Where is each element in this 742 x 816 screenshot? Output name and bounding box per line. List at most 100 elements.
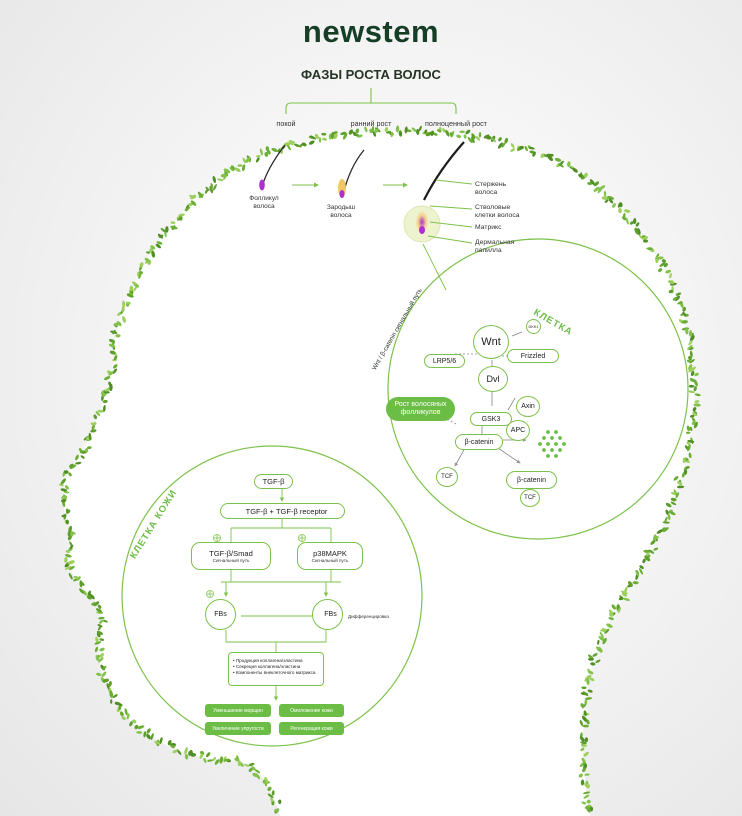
leaf [321, 132, 327, 136]
leaf [459, 130, 466, 134]
leaf [675, 492, 680, 498]
leaf [664, 516, 668, 522]
leaf [688, 390, 695, 394]
smad-sublabel: Сигнальный путь [212, 558, 250, 563]
node-apc: APC [506, 420, 530, 441]
leaf [682, 457, 686, 464]
leaf [84, 448, 89, 453]
bcatenin-dot [546, 442, 550, 446]
phase-label-early: ранний рост [350, 119, 392, 128]
leaf [184, 747, 188, 755]
leaf [68, 547, 73, 552]
leaf [144, 257, 151, 263]
leaf [670, 501, 677, 506]
leaf [498, 137, 502, 142]
leaf [688, 340, 693, 346]
leaf [584, 737, 589, 743]
leaf [582, 791, 591, 795]
leaf [608, 617, 615, 620]
leaf [96, 630, 104, 635]
leaf [687, 439, 695, 443]
leaf [203, 757, 207, 763]
leaf [321, 137, 328, 141]
leaf [108, 681, 112, 687]
node-wnt: Wnt [473, 325, 509, 359]
leaf [692, 411, 698, 416]
leaf [686, 359, 692, 363]
leaf [693, 421, 698, 429]
leaf [131, 281, 138, 285]
leaf [217, 178, 224, 182]
leaf [61, 514, 67, 518]
leaf [102, 619, 108, 623]
leaf [146, 728, 151, 734]
leaf [68, 472, 72, 477]
leaf [687, 444, 691, 452]
leaf [102, 399, 108, 404]
leaf [667, 513, 671, 521]
benefit-elasticity: Увеличение упругости [205, 722, 271, 735]
bcatenin-dot [558, 436, 562, 440]
leaf [60, 478, 67, 485]
leaf [170, 221, 176, 224]
leaf [682, 306, 686, 312]
leaf [95, 411, 101, 416]
leaf [510, 148, 516, 152]
leaf [136, 271, 140, 277]
leaf [199, 753, 204, 759]
leaf [483, 134, 490, 139]
leaf [108, 381, 112, 387]
leaf [601, 196, 609, 200]
leaf [204, 189, 209, 194]
leaf [589, 179, 595, 186]
leaf [61, 495, 68, 499]
leaf [583, 794, 590, 799]
leaf [209, 185, 214, 194]
leaf [586, 799, 591, 804]
leaf [301, 142, 307, 147]
leaf [355, 128, 360, 134]
effect-item: • Компоненты внеклеточного матрикса [233, 670, 316, 675]
leaf [69, 464, 77, 469]
hair-cell-circle [387, 238, 689, 540]
leaf [519, 145, 524, 150]
leaf [644, 555, 651, 562]
leaf [398, 130, 403, 137]
leaf [612, 203, 616, 208]
node-gsk3: GSK3 [470, 412, 512, 426]
leaf [648, 549, 655, 554]
leaf [212, 175, 217, 184]
benefit-rejuvenation: Омоложение кожи [279, 704, 344, 717]
leaf [102, 678, 110, 683]
hair-phase-2 [338, 149, 365, 198]
leaf [188, 751, 191, 756]
leaf [686, 425, 691, 432]
leaf [88, 432, 92, 441]
leaf [230, 165, 235, 170]
leaf [688, 384, 695, 388]
leaf [661, 259, 666, 264]
leaf [278, 799, 282, 804]
leaf [558, 163, 564, 168]
leaf [264, 151, 269, 157]
leaf [579, 736, 585, 742]
leaf [582, 703, 587, 709]
leaf [639, 565, 644, 570]
leaf [68, 572, 73, 580]
leaf [248, 762, 255, 767]
bcatenin-dot [558, 448, 562, 452]
leaf [164, 231, 167, 238]
leaf [99, 647, 105, 652]
leaf [662, 527, 669, 533]
bcatenin-dot [542, 448, 546, 452]
node-fbs-right: FBs [312, 599, 343, 630]
leaf [418, 125, 422, 132]
leaf [93, 601, 100, 607]
leaf [138, 273, 142, 279]
leaf [65, 508, 69, 513]
leaf [122, 316, 126, 323]
leaf [584, 699, 588, 705]
leaf [465, 129, 471, 135]
leaf [653, 547, 659, 551]
